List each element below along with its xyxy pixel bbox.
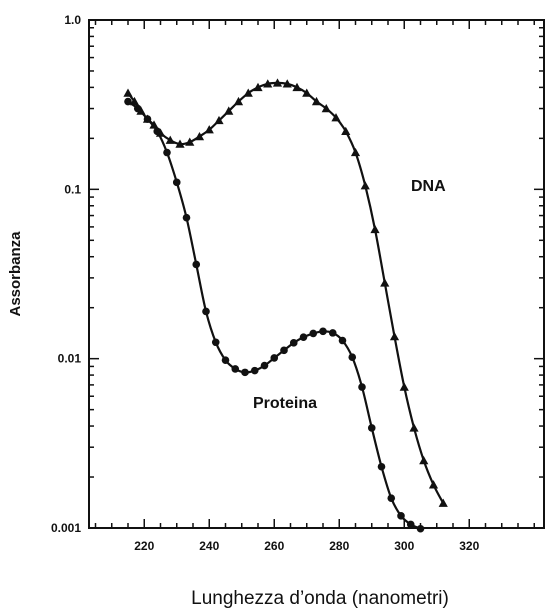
data-point-proteina [250, 366, 259, 375]
data-point-dna [224, 106, 234, 115]
series-label-proteina: Proteina [253, 395, 317, 412]
data-point-dna [292, 82, 302, 92]
data-point-dna [204, 125, 214, 134]
data-point-dna [214, 115, 224, 125]
x-tick-label: 260 [264, 539, 284, 553]
data-point-proteina [367, 424, 376, 432]
series-line-proteina [127, 100, 421, 530]
data-point-dna [233, 96, 244, 106]
data-point-dna [302, 88, 312, 97]
plot-frame [88, 19, 545, 529]
data-point-dna [331, 113, 341, 122]
data-point-dna [419, 456, 429, 465]
data-point-proteina [270, 354, 279, 362]
data-point-dna [272, 78, 283, 87]
y-axis-label: Assorbanza [7, 231, 24, 317]
data-point-dna [253, 82, 263, 92]
data-point-proteina [202, 307, 210, 316]
data-point-proteina [241, 368, 249, 377]
data-point-dna [263, 79, 273, 88]
series-curves [127, 81, 445, 530]
data-point-proteina [289, 339, 298, 347]
data-point-proteina [172, 178, 181, 187]
data-point-proteina [153, 127, 162, 136]
data-point-proteina [163, 148, 171, 157]
data-point-dna [399, 382, 409, 391]
data-point-dna [409, 423, 419, 432]
x-tick-label: 280 [329, 539, 349, 553]
data-point-proteina [192, 260, 201, 269]
data-point-dna [129, 96, 140, 106]
y-tick-label: 1.0 [64, 13, 81, 27]
data-point-proteina [309, 329, 318, 338]
data-point-dna [175, 139, 185, 148]
data-point-proteina [387, 494, 396, 502]
data-point-dna [341, 126, 351, 136]
data-point-proteina [124, 97, 132, 106]
x-tick-label: 300 [394, 539, 414, 553]
y-tick-label: 0.1 [64, 182, 81, 196]
data-point-proteina [406, 520, 415, 529]
data-point-proteina [319, 327, 327, 336]
data-point-dna [389, 331, 400, 341]
series-line-dna [127, 81, 445, 504]
data-point-dna [350, 147, 361, 157]
data-point-proteina [182, 213, 191, 222]
data-point-dna [370, 224, 380, 234]
data-point-dna [185, 137, 195, 146]
data-point-proteina [211, 338, 220, 347]
data-point-proteina [397, 512, 405, 520]
data-point-proteina [133, 104, 142, 113]
data-point-dna [321, 103, 331, 113]
data-point-dna [136, 106, 146, 115]
data-point-proteina [280, 346, 288, 355]
axis-ticks: 220 240 260 280 300 320 0.001 0.01 0.1 1.0 [51, 13, 544, 553]
data-point-proteina [221, 356, 230, 364]
x-tick-label: 320 [459, 539, 479, 553]
data-point-proteina [143, 115, 152, 123]
y-tick-label: 0.01 [58, 352, 82, 366]
x-axis-label: Lunghezza d’onda (nanometri) [191, 588, 449, 609]
data-point-dna [165, 135, 175, 144]
data-point-dna [438, 498, 448, 507]
data-point-proteina [231, 365, 240, 373]
data-point-dna [194, 131, 205, 141]
series-markers [123, 78, 448, 533]
data-point-proteina [328, 329, 337, 337]
data-point-dna [123, 88, 133, 97]
data-point-proteina [299, 333, 308, 341]
data-point-dna [428, 480, 439, 489]
series-label-dna: DNA [411, 178, 446, 195]
data-point-proteina [348, 353, 357, 362]
data-point-dna [360, 181, 370, 190]
data-point-dna [149, 120, 159, 129]
data-point-proteina [416, 524, 425, 533]
y-tick-label: 0.001 [51, 521, 81, 535]
data-point-proteina [377, 462, 386, 471]
x-tick-label: 220 [134, 539, 154, 553]
data-point-dna [311, 96, 322, 106]
data-point-dna [243, 88, 253, 97]
data-point-dna [282, 79, 292, 88]
data-point-proteina [358, 383, 366, 391]
x-tick-label: 240 [199, 539, 219, 553]
data-point-proteina [338, 336, 347, 345]
data-point-proteina [260, 361, 269, 370]
data-point-dna [380, 278, 390, 287]
